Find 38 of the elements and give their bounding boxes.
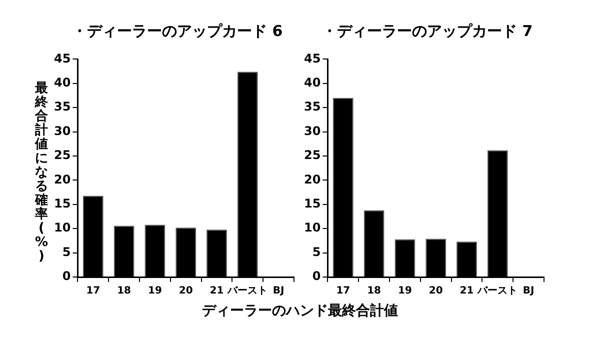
x-tick-label: 17 <box>336 286 350 297</box>
x-tick-label: 18 <box>367 286 382 297</box>
y-tick-label: 20 <box>304 172 321 186</box>
x-tick-label: バースト <box>226 286 268 297</box>
x-tick-label: 21 <box>460 286 474 297</box>
y-tick-label: 10 <box>54 220 71 235</box>
text: 最終合計値になる確率(%) <box>34 81 48 264</box>
x-tick-label: 19 <box>398 286 412 297</box>
y-tick-label: 25 <box>304 148 321 162</box>
y-tick-label: 0 <box>312 269 321 284</box>
x-tick-label: 18 <box>117 286 132 297</box>
y-tick-label: 25 <box>54 148 71 162</box>
x-tick-label: BJ <box>522 286 534 297</box>
y-tick-label: 45 <box>304 51 321 66</box>
x-tick-label: 21 <box>210 286 224 297</box>
y-tick-label: 15 <box>54 196 71 211</box>
x-tick-label: バースト <box>476 286 518 297</box>
chart-title: ・ディーラーのアップカード 6 <box>72 22 283 41</box>
x-tick-label: 20 <box>428 286 443 297</box>
y-tick-label: 5 <box>312 244 321 259</box>
x-axis-title: ディーラーのハンド最終合計値 <box>201 302 399 320</box>
y-tick-label: 30 <box>304 124 321 138</box>
y-tick-label: 30 <box>54 124 71 138</box>
y-tick-label: 40 <box>304 76 321 90</box>
y-tick-label: 40 <box>54 76 71 90</box>
y-tick-label: 35 <box>304 100 321 114</box>
y-tick-label: 15 <box>304 196 321 211</box>
y-tick-label: 20 <box>54 172 71 186</box>
x-tick-label: BJ <box>272 286 284 297</box>
y-tick-label: 5 <box>62 244 71 259</box>
x-tick-label: 17 <box>86 286 100 297</box>
y-tick-label: 35 <box>54 100 71 114</box>
x-tick-label: 20 <box>178 286 193 297</box>
y-tick-label: 10 <box>304 220 321 235</box>
chart-title: ・ディーラーのアップカード 7 <box>322 22 533 41</box>
y-tick-label: 45 <box>54 51 71 66</box>
y-tick-label: 0 <box>62 269 71 284</box>
x-tick-label: 19 <box>148 286 162 297</box>
